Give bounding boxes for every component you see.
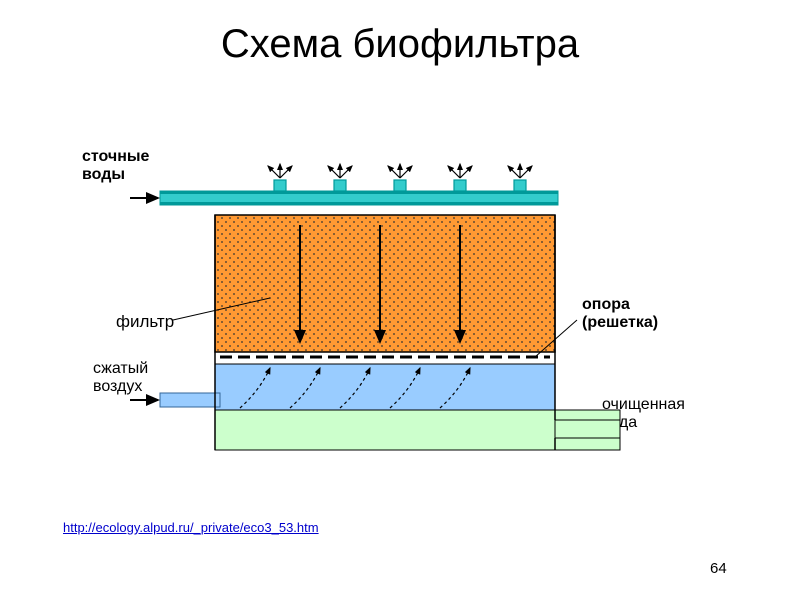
- page-title: Схема биофильтра: [0, 22, 800, 67]
- spray-outlets: [268, 164, 532, 191]
- source-link[interactable]: http://ecology.alpud.ru/_private/eco3_53…: [63, 520, 319, 535]
- air-pipe: [130, 393, 220, 407]
- underlayer: [215, 364, 555, 410]
- treated-water-outlet: [215, 410, 620, 450]
- filter-bed: [215, 215, 555, 352]
- biofilter-diagram: [60, 120, 700, 480]
- page-number: 64: [710, 560, 727, 577]
- wastewater-pipe: [130, 191, 558, 205]
